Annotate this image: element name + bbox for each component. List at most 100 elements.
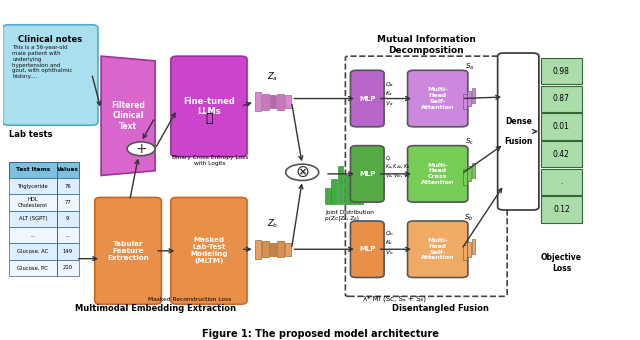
Circle shape — [285, 164, 319, 181]
Bar — [356, 188, 362, 204]
Bar — [9, 260, 79, 276]
Text: ALT (SGPT): ALT (SGPT) — [19, 216, 47, 221]
Bar — [270, 96, 276, 108]
Text: +: + — [135, 142, 147, 156]
Text: 0.12: 0.12 — [553, 205, 570, 214]
Text: $K_a$: $K_a$ — [385, 89, 393, 98]
Text: ...: ... — [31, 233, 35, 238]
Text: 0.01: 0.01 — [553, 122, 570, 131]
FancyBboxPatch shape — [171, 56, 247, 157]
Text: 0.98: 0.98 — [553, 67, 570, 76]
Text: Dense

Fusion: Dense Fusion — [504, 117, 532, 147]
Bar — [9, 194, 79, 210]
FancyBboxPatch shape — [351, 146, 384, 202]
Bar — [463, 94, 467, 109]
Text: Masked Reconstruction Loss: Masked Reconstruction Loss — [148, 297, 232, 302]
FancyBboxPatch shape — [171, 198, 247, 304]
Text: 0.87: 0.87 — [553, 95, 570, 103]
Bar — [9, 210, 79, 227]
Bar — [338, 166, 344, 204]
Bar — [344, 175, 350, 204]
Text: Masked
Lab-Test
Modeling
(MLTM): Masked Lab-Test Modeling (MLTM) — [190, 237, 228, 264]
Bar — [255, 240, 261, 259]
Bar — [9, 243, 79, 260]
Text: 0.42: 0.42 — [553, 150, 570, 159]
FancyBboxPatch shape — [498, 53, 539, 210]
FancyBboxPatch shape — [3, 25, 98, 125]
Bar — [541, 58, 582, 84]
Bar — [541, 113, 582, 140]
Bar — [541, 86, 582, 112]
Polygon shape — [101, 56, 155, 175]
Bar — [278, 241, 284, 257]
FancyBboxPatch shape — [408, 146, 468, 202]
Text: 🤖: 🤖 — [205, 113, 212, 125]
Bar — [463, 170, 467, 185]
Bar — [472, 239, 476, 254]
Text: MLP: MLP — [359, 246, 376, 252]
Text: Multimodal Embedding Extraction: Multimodal Embedding Extraction — [74, 304, 236, 313]
Text: 77: 77 — [65, 200, 71, 205]
Text: λ* MI (Sᴄ, Sₐ + Sᵦ): λ* MI (Sᴄ, Sₐ + Sᵦ) — [363, 295, 426, 302]
Text: $Z_b$: $Z_b$ — [268, 218, 279, 231]
Text: Glucose, PC: Glucose, PC — [17, 265, 49, 270]
Text: Multi-
Head
Cross
Attention: Multi- Head Cross Attention — [421, 163, 454, 185]
Text: $S_c$: $S_c$ — [465, 137, 474, 147]
Text: Multi-
Head
Self-
Attention: Multi- Head Self- Attention — [421, 238, 454, 260]
FancyBboxPatch shape — [408, 221, 468, 277]
Bar — [255, 92, 261, 111]
Bar — [9, 227, 79, 243]
Text: $S_a$: $S_a$ — [465, 62, 474, 72]
Text: Mutual Information
Decomposition: Mutual Information Decomposition — [376, 35, 476, 55]
Text: This is a 56-year-old
male patient with
underlying
hypertension and
gout, with o: This is a 56-year-old male patient with … — [12, 45, 73, 79]
Bar — [472, 163, 476, 178]
Circle shape — [127, 142, 155, 156]
Text: Binary Cross Entropy Loss
with Logits: Binary Cross Entropy Loss with Logits — [172, 155, 248, 166]
Text: $V_a, V_{bc}, V_b$: $V_a, V_{bc}, V_b$ — [385, 171, 410, 180]
Text: Values: Values — [57, 167, 79, 172]
Text: Test Items: Test Items — [16, 167, 50, 172]
Text: $K_a, K_{ab}, K_b$: $K_a, K_{ab}, K_b$ — [385, 163, 410, 171]
Text: $V_b$: $V_b$ — [385, 248, 393, 257]
Text: Multi-
Head
Self-
Attention: Multi- Head Self- Attention — [421, 87, 454, 110]
Text: Tabular
Feature
Extraction: Tabular Feature Extraction — [107, 241, 149, 261]
Text: .: . — [560, 177, 563, 186]
Text: $Z_a$: $Z_a$ — [268, 70, 278, 83]
Text: Joint Distribution
p(Zᴄ|Zₐ, Zᵦ): Joint Distribution p(Zᴄ|Zₐ, Zᵦ) — [325, 210, 374, 221]
Text: ⊗: ⊗ — [295, 163, 309, 181]
Bar — [467, 242, 471, 257]
Bar — [541, 196, 582, 223]
Bar — [463, 245, 467, 260]
Text: 149: 149 — [63, 249, 73, 254]
Text: 210: 210 — [63, 265, 73, 270]
FancyBboxPatch shape — [408, 70, 468, 127]
Text: Fine-tuned
LLMs: Fine-tuned LLMs — [183, 97, 235, 116]
Text: 9: 9 — [66, 216, 70, 221]
Text: $S_b$: $S_b$ — [465, 212, 474, 223]
FancyBboxPatch shape — [351, 70, 384, 127]
Text: Disentangled Fusion: Disentangled Fusion — [392, 304, 489, 313]
Text: Filtered
Clinical
Text: Filtered Clinical Text — [111, 101, 145, 131]
Bar — [467, 166, 471, 182]
FancyBboxPatch shape — [351, 221, 384, 277]
FancyBboxPatch shape — [95, 198, 161, 304]
Text: MLP: MLP — [359, 96, 376, 102]
Bar — [9, 162, 79, 178]
Bar — [541, 141, 582, 167]
Bar — [332, 178, 337, 204]
Text: Clinical notes: Clinical notes — [19, 35, 83, 44]
Text: $K_b$: $K_b$ — [385, 239, 393, 248]
Bar — [9, 178, 79, 194]
Text: Triglyceride: Triglyceride — [17, 184, 48, 189]
Text: Figure 1: The proposed model architecture: Figure 1: The proposed model architectur… — [202, 329, 438, 339]
Bar — [270, 243, 276, 256]
Bar — [467, 91, 471, 106]
Text: $Q_a$: $Q_a$ — [385, 80, 394, 89]
Text: ...: ... — [65, 233, 70, 238]
Text: Glucose, AC: Glucose, AC — [17, 249, 49, 254]
Text: $Q_b$: $Q_b$ — [385, 229, 394, 238]
Bar — [285, 243, 291, 256]
Bar — [262, 94, 269, 109]
Text: $V_a$: $V_a$ — [385, 99, 393, 108]
Bar — [285, 96, 291, 108]
